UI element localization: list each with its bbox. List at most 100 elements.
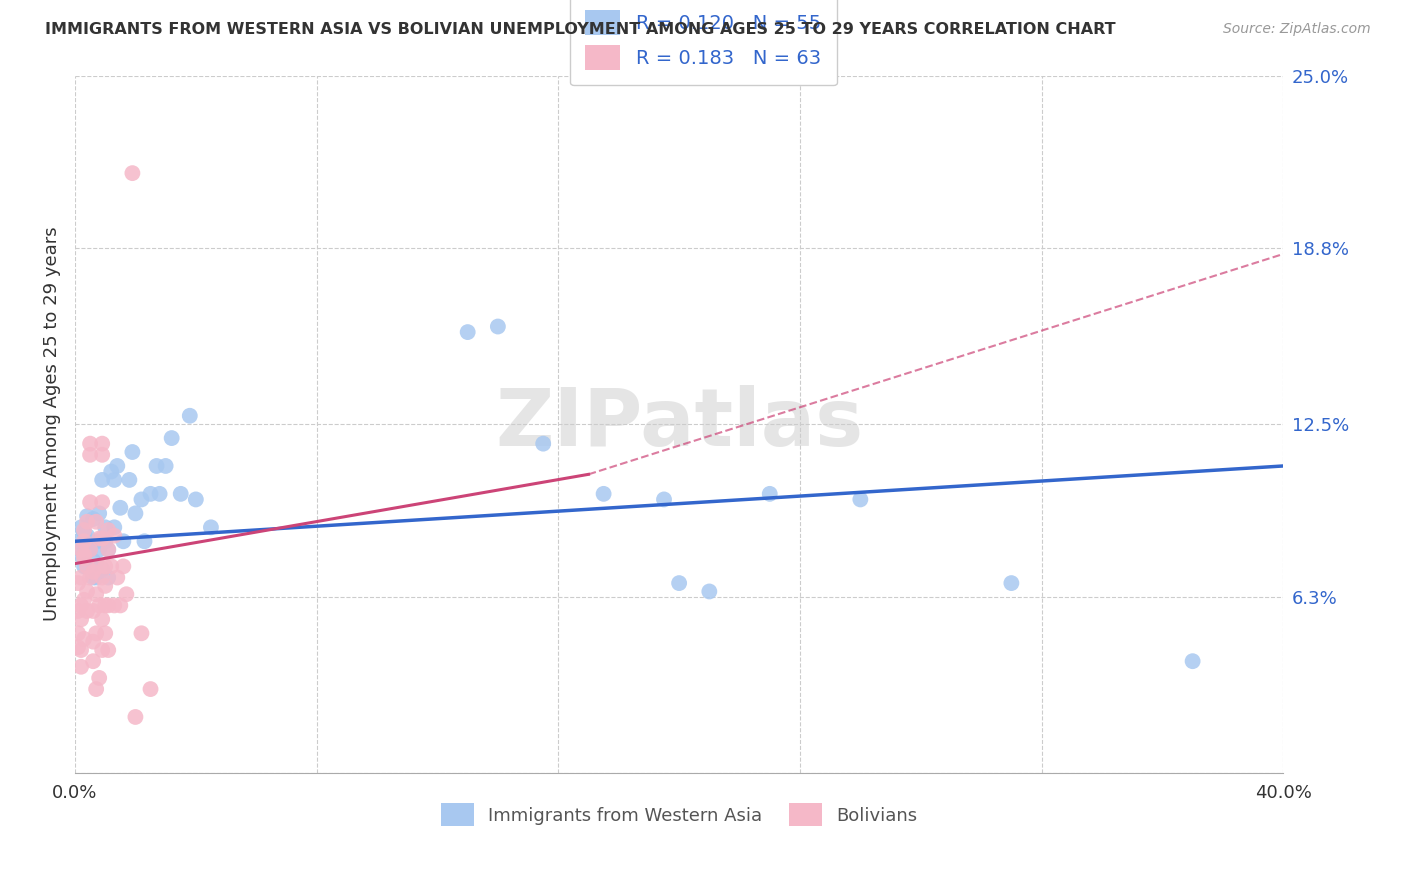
- Point: [70, 612, 93, 626]
- Point: [91, 534, 114, 549]
- Point: [105, 570, 128, 584]
- Point: [89, 542, 111, 557]
- Point: [184, 492, 207, 507]
- Point: [97, 523, 120, 537]
- Point: [200, 520, 222, 534]
- Point: [73, 534, 96, 549]
- Point: [486, 319, 509, 334]
- Point: [94, 559, 117, 574]
- Point: [105, 458, 128, 473]
- Point: [592, 487, 614, 501]
- Point: [849, 492, 872, 507]
- Point: [76, 559, 98, 574]
- Point: [84, 682, 107, 697]
- Point: [155, 458, 177, 473]
- Point: [73, 632, 96, 646]
- Point: [82, 570, 104, 584]
- Point: [100, 465, 122, 479]
- Point: [103, 529, 125, 543]
- Point: [89, 599, 111, 613]
- Text: ZIPatlas: ZIPatlas: [495, 385, 863, 463]
- Point: [91, 612, 114, 626]
- Point: [73, 559, 96, 574]
- Point: [84, 534, 107, 549]
- Point: [73, 523, 96, 537]
- Point: [170, 487, 193, 501]
- Point: [1181, 654, 1204, 668]
- Point: [139, 487, 162, 501]
- Point: [79, 570, 101, 584]
- Point: [84, 515, 107, 529]
- Point: [1000, 576, 1022, 591]
- Point: [82, 554, 104, 568]
- Point: [76, 529, 98, 543]
- Point: [73, 525, 96, 540]
- Point: [89, 507, 111, 521]
- Point: [758, 487, 780, 501]
- Point: [76, 509, 98, 524]
- Point: [89, 532, 111, 546]
- Point: [89, 671, 111, 685]
- Point: [66, 576, 89, 591]
- Point: [73, 592, 96, 607]
- Point: [110, 500, 132, 515]
- Point: [70, 570, 93, 584]
- Point: [97, 599, 120, 613]
- Point: [91, 448, 114, 462]
- Point: [84, 626, 107, 640]
- Point: [79, 542, 101, 557]
- Point: [66, 640, 89, 655]
- Point: [94, 599, 117, 613]
- Point: [139, 682, 162, 697]
- Text: IMMIGRANTS FROM WESTERN ASIA VS BOLIVIAN UNEMPLOYMENT AMONG AGES 25 TO 29 YEARS : IMMIGRANTS FROM WESTERN ASIA VS BOLIVIAN…: [45, 22, 1115, 37]
- Point: [89, 559, 111, 574]
- Point: [100, 559, 122, 574]
- Point: [118, 473, 141, 487]
- Point: [668, 576, 690, 591]
- Point: [134, 534, 156, 549]
- Point: [531, 436, 554, 450]
- Point: [91, 495, 114, 509]
- Point: [457, 325, 479, 339]
- Point: [79, 534, 101, 549]
- Point: [97, 542, 120, 557]
- Y-axis label: Unemployment Among Ages 25 to 29 years: Unemployment Among Ages 25 to 29 years: [44, 227, 60, 622]
- Point: [73, 551, 96, 566]
- Point: [84, 587, 107, 601]
- Point: [73, 548, 96, 562]
- Point: [97, 542, 120, 557]
- Point: [115, 587, 138, 601]
- Point: [124, 507, 146, 521]
- Point: [94, 520, 117, 534]
- Point: [121, 445, 143, 459]
- Point: [91, 532, 114, 546]
- Point: [110, 599, 132, 613]
- Point: [112, 534, 135, 549]
- Point: [179, 409, 201, 423]
- Point: [121, 166, 143, 180]
- Point: [94, 534, 117, 549]
- Point: [66, 626, 89, 640]
- Point: [82, 512, 104, 526]
- Point: [79, 495, 101, 509]
- Point: [79, 436, 101, 450]
- Point: [76, 604, 98, 618]
- Point: [82, 604, 104, 618]
- Point: [94, 579, 117, 593]
- Point: [160, 431, 183, 445]
- Point: [131, 626, 153, 640]
- Point: [103, 473, 125, 487]
- Point: [91, 562, 114, 576]
- Point: [82, 654, 104, 668]
- Point: [94, 626, 117, 640]
- Point: [66, 604, 89, 618]
- Point: [70, 599, 93, 613]
- Point: [149, 487, 172, 501]
- Point: [84, 562, 107, 576]
- Point: [82, 565, 104, 579]
- Point: [66, 534, 89, 549]
- Point: [79, 448, 101, 462]
- Point: [70, 548, 93, 562]
- Text: Source: ZipAtlas.com: Source: ZipAtlas.com: [1223, 22, 1371, 37]
- Point: [97, 570, 120, 584]
